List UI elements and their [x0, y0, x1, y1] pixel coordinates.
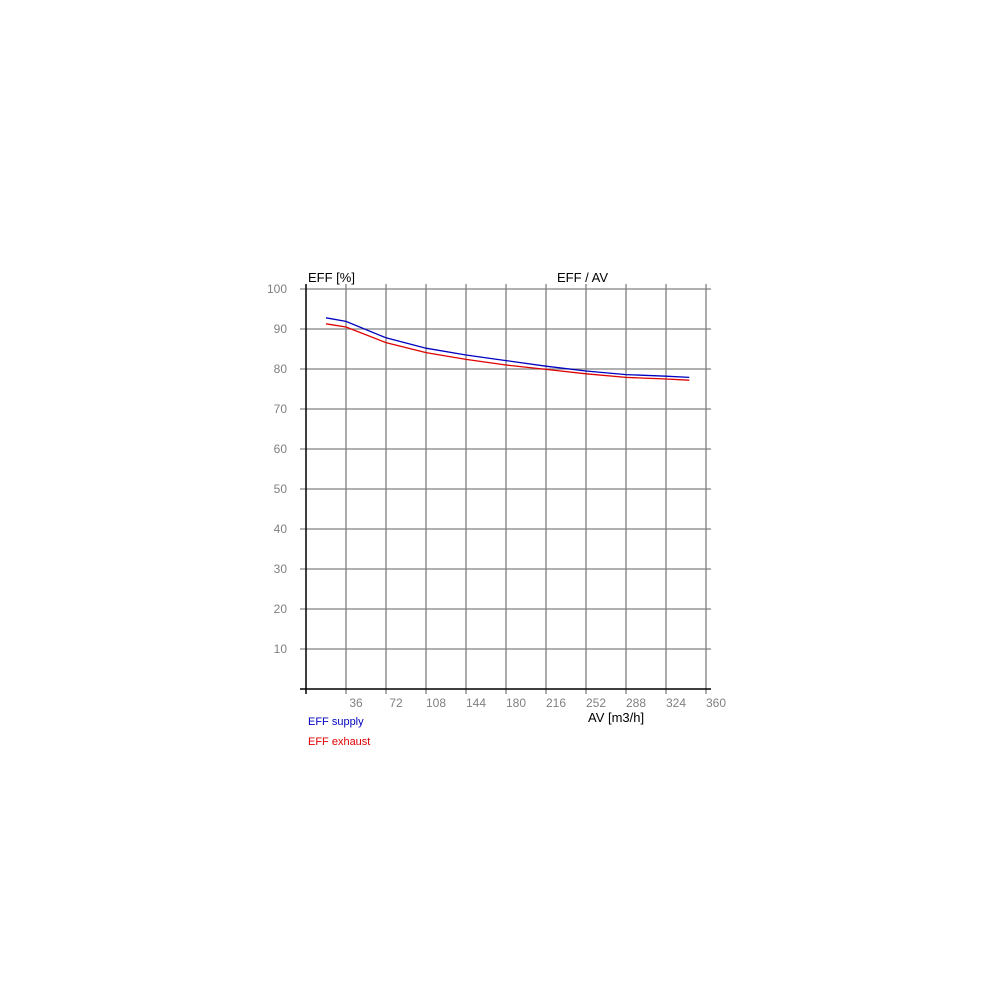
- y-tick-label: 50: [274, 482, 288, 496]
- y-tick-label: 60: [274, 442, 288, 456]
- x-tick-label: 288: [626, 696, 646, 710]
- y-tick-label: 70: [274, 402, 288, 416]
- x-axis-label: AV [m3/h]: [588, 710, 644, 725]
- y-tick-label: 90: [274, 322, 288, 336]
- series: [325, 317, 690, 381]
- y-tick-label: 40: [274, 522, 288, 536]
- x-tick-label: 72: [389, 696, 403, 710]
- tick-labels: 10 20 30 40 50 60 70 80 90 100 36 72 108 144 180 216 252…: [267, 282, 726, 710]
- y-tick-label: 10: [274, 642, 288, 656]
- y-tick-label: 100: [267, 282, 287, 296]
- y-tick-label: 80: [274, 362, 288, 376]
- x-tick-label: 144: [466, 696, 486, 710]
- y-axis-label: EFF [%]: [308, 270, 355, 285]
- chart-title: EFF / AV: [557, 270, 608, 285]
- x-tick-label: 36: [349, 696, 363, 710]
- x-tick-label: 324: [666, 696, 686, 710]
- legend-entry: EFF supply: [308, 716, 364, 728]
- axes: [300, 284, 711, 694]
- y-tick-label: 20: [274, 602, 288, 616]
- legend: EFF supply EFF exhaust: [308, 716, 370, 748]
- x-tick-label: 180: [506, 696, 526, 710]
- y-tick-label: 30: [274, 562, 288, 576]
- series-line-eff-supply: [325, 317, 690, 379]
- legend-entry: EFF exhaust: [308, 736, 370, 748]
- x-tick-label: 216: [546, 696, 566, 710]
- x-tick-label: 360: [706, 696, 726, 710]
- series-line-eff-exhaust: [325, 323, 690, 381]
- x-tick-label: 108: [426, 696, 446, 710]
- grid: [300, 284, 711, 694]
- x-tick-label: 252: [586, 696, 606, 710]
